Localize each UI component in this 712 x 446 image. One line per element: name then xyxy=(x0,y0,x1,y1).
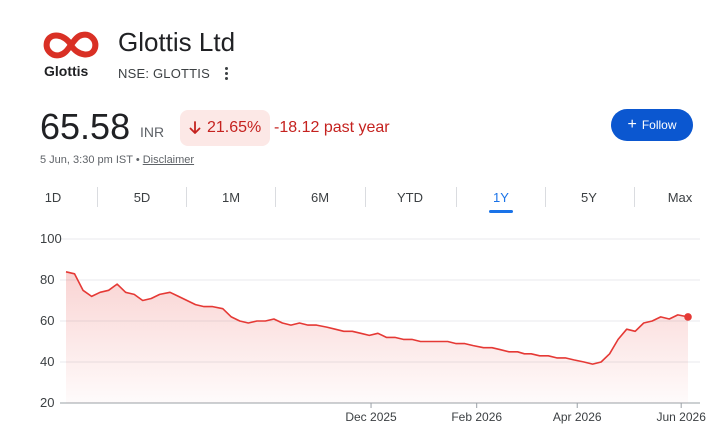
range-tab-5d[interactable]: 5D xyxy=(133,189,151,205)
current-price-dot xyxy=(684,313,692,321)
range-tabs: 1D 5D 1M 6M YTD 1Y 5Y Max xyxy=(0,183,712,213)
ticker-symbol: NSE: GLOTTIS xyxy=(118,65,210,81)
logo-wordmark: Glottis xyxy=(44,63,89,79)
stock-header: Glottis Glottis Ltd NSE: GLOTTIS xyxy=(40,24,700,86)
range-divider xyxy=(545,187,546,207)
price-line xyxy=(65,271,689,365)
range-divider xyxy=(634,187,635,207)
range-tab-1y[interactable]: 1Y xyxy=(471,183,531,213)
follow-label: Follow xyxy=(641,118,677,132)
disclaimer-link[interactable]: Disclaimer xyxy=(142,154,195,166)
range-tab-6m[interactable]: 6M xyxy=(310,189,330,205)
range-divider xyxy=(365,187,366,207)
ticker-row: NSE: GLOTTIS xyxy=(118,64,234,82)
x-tick-label: Apr 2026 xyxy=(553,410,602,424)
currency-label: INR xyxy=(140,124,165,140)
price-chart: 100 80 60 40 20 Dec 2025 Feb 2026 Apr 2026 Jun 2… xyxy=(40,231,706,424)
change-absolute: -18.12 past year xyxy=(274,119,390,136)
range-tab-1d[interactable]: 1D xyxy=(44,189,62,205)
x-tick-label: Dec 2025 xyxy=(345,410,397,424)
range-tab-5y[interactable]: 5Y xyxy=(581,189,597,205)
meta-separator: • xyxy=(135,154,140,166)
arrow-down-icon xyxy=(189,121,201,135)
price-area xyxy=(66,271,688,403)
change-percent-badge: 21.65% xyxy=(180,110,271,146)
y-tick-label: 40 xyxy=(40,354,54,369)
price-row: 65.58 INR 21.65% -18.12 past year + Foll… xyxy=(40,104,700,148)
change-percent: 21.65% xyxy=(207,119,262,136)
follow-button[interactable]: + Follow xyxy=(611,109,693,141)
range-divider xyxy=(186,187,187,207)
y-tick-label: 60 xyxy=(40,313,54,328)
y-tick-label: 20 xyxy=(40,395,54,410)
range-divider xyxy=(97,187,98,207)
quote-meta: 5 Jun, 3:30 pm IST • Disclaimer xyxy=(40,154,194,166)
y-tick-label: 100 xyxy=(40,231,62,246)
y-tick-label: 80 xyxy=(40,272,54,287)
range-divider xyxy=(275,187,276,207)
company-logo: Glottis xyxy=(40,28,100,80)
x-tick-label: Jun 2026 xyxy=(656,410,706,424)
more-options-icon[interactable] xyxy=(220,64,234,82)
current-price: 65.58 xyxy=(40,106,131,147)
range-tab-ytd[interactable]: YTD xyxy=(397,189,423,205)
range-tab-1m[interactable]: 1M xyxy=(221,189,241,205)
x-tick-label: Feb 2026 xyxy=(451,410,502,424)
plus-icon: + xyxy=(627,116,637,133)
range-tab-max[interactable]: Max xyxy=(667,189,693,205)
timestamp: 5 Jun, 3:30 pm IST xyxy=(40,154,133,166)
company-name: Glottis Ltd xyxy=(118,27,236,57)
range-divider xyxy=(456,187,457,207)
